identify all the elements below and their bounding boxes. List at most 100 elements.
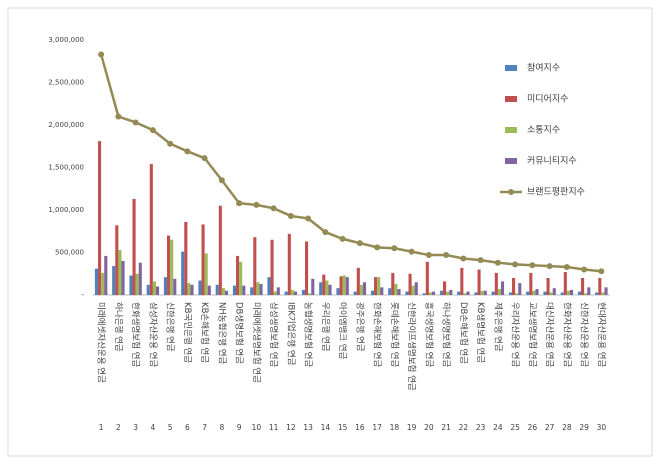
line-marker: [460, 255, 467, 262]
bar: [497, 289, 501, 295]
line-marker: [236, 200, 243, 207]
x-tick-label: 롯데손해보험 연금: [389, 302, 399, 367]
bar: [149, 164, 153, 295]
bar: [443, 281, 447, 295]
bar: [532, 290, 536, 295]
bar: [273, 291, 277, 295]
category-number: 30: [597, 423, 607, 432]
bar: [115, 225, 119, 295]
x-tick-label: 한화손해보험 연금: [372, 302, 382, 367]
bar: [221, 288, 225, 295]
category-number: 18: [390, 423, 400, 432]
bar: [577, 291, 582, 295]
bar: [431, 291, 436, 295]
x-tick-label: 교보생명보험 연금: [527, 302, 538, 367]
bar: [546, 278, 550, 295]
bar: [353, 291, 357, 295]
bar: [328, 284, 332, 295]
y-tick-label: 2,000,000: [48, 121, 84, 129]
category-number: 5: [168, 423, 173, 432]
category-number: 19: [407, 423, 417, 432]
category-number: 9: [237, 423, 242, 432]
y-tick-label: -: [81, 291, 84, 299]
y-tick-label: 1,500,000: [48, 164, 84, 172]
bar: [466, 291, 470, 295]
category-number: 22: [459, 423, 469, 432]
bar: [293, 291, 298, 295]
x-tick-label: KB국민은행 연금: [182, 302, 193, 363]
bar: [290, 289, 294, 295]
line-marker: [598, 268, 605, 275]
bar: [101, 272, 105, 295]
bar: [170, 239, 174, 295]
category-number: 6: [185, 423, 190, 432]
x-tick-label: 현대자산운용 연금: [596, 302, 607, 367]
bar: [569, 289, 574, 295]
bar: [284, 291, 288, 295]
category-number: 10: [252, 423, 262, 432]
line-marker: [477, 257, 484, 264]
line-marker: [149, 127, 156, 134]
legend-label: 참여지수: [527, 62, 560, 74]
bar: [526, 291, 530, 295]
bar: [232, 285, 237, 295]
y-tick-label: 2,500,000: [48, 79, 84, 87]
chart-border: [7, 7, 653, 457]
line-marker: [374, 244, 381, 251]
bar: [224, 290, 229, 295]
bar: [483, 290, 487, 295]
x-tick-label: IBK기업은행 연금: [285, 302, 296, 366]
bar: [146, 284, 150, 295]
bar: [198, 280, 202, 295]
bar: [480, 290, 484, 295]
bar: [242, 285, 246, 295]
x-tick-label: 하나은행 연금: [113, 302, 124, 352]
category-number: 11: [269, 423, 279, 432]
bar: [129, 275, 133, 295]
category-number: 4: [150, 423, 155, 432]
bar: [560, 292, 564, 295]
legend-label: 커뮤니티지수: [527, 156, 577, 167]
line-marker: [322, 229, 329, 236]
bar: [250, 287, 254, 295]
x-tick-label: 우리은행 연금: [320, 302, 331, 352]
bar: [595, 292, 599, 295]
bar: [391, 272, 395, 295]
bar: [463, 293, 467, 295]
category-number: 16: [355, 423, 365, 432]
bar: [204, 253, 208, 295]
category-number: 23: [476, 423, 486, 432]
x-tick-label: DB생명보험 연금: [234, 302, 245, 364]
bar: [135, 273, 139, 295]
category-number: 1: [99, 423, 104, 432]
category-number: 3: [133, 423, 138, 432]
bar: [253, 237, 257, 295]
line-marker: [391, 245, 398, 252]
bar: [163, 277, 168, 295]
bar: [339, 276, 343, 295]
legend-label: 미디어지수: [527, 94, 568, 105]
x-tick-label: NH농협은행 연금: [216, 302, 227, 365]
category-number: 14: [321, 423, 331, 432]
line-marker: [201, 155, 208, 162]
x-tick-label: 삼성생명보험 연금: [268, 302, 279, 367]
x-tick-label: 대신자산운용 연금: [544, 302, 555, 367]
category-number: 26: [528, 423, 538, 432]
bar: [552, 288, 556, 295]
line-marker: [546, 263, 553, 270]
bar: [563, 272, 567, 295]
line-marker: [115, 113, 122, 120]
bar: [276, 287, 280, 295]
bar: [236, 255, 240, 295]
bar: [388, 288, 392, 295]
bar: [319, 282, 323, 295]
bar: [477, 269, 481, 295]
category-number: 24: [493, 423, 503, 432]
bar: [305, 241, 309, 295]
category-number: 2: [116, 423, 121, 432]
bar: [190, 284, 194, 295]
category-number: 21: [441, 423, 451, 432]
bar: [500, 281, 505, 295]
bar: [184, 221, 188, 295]
